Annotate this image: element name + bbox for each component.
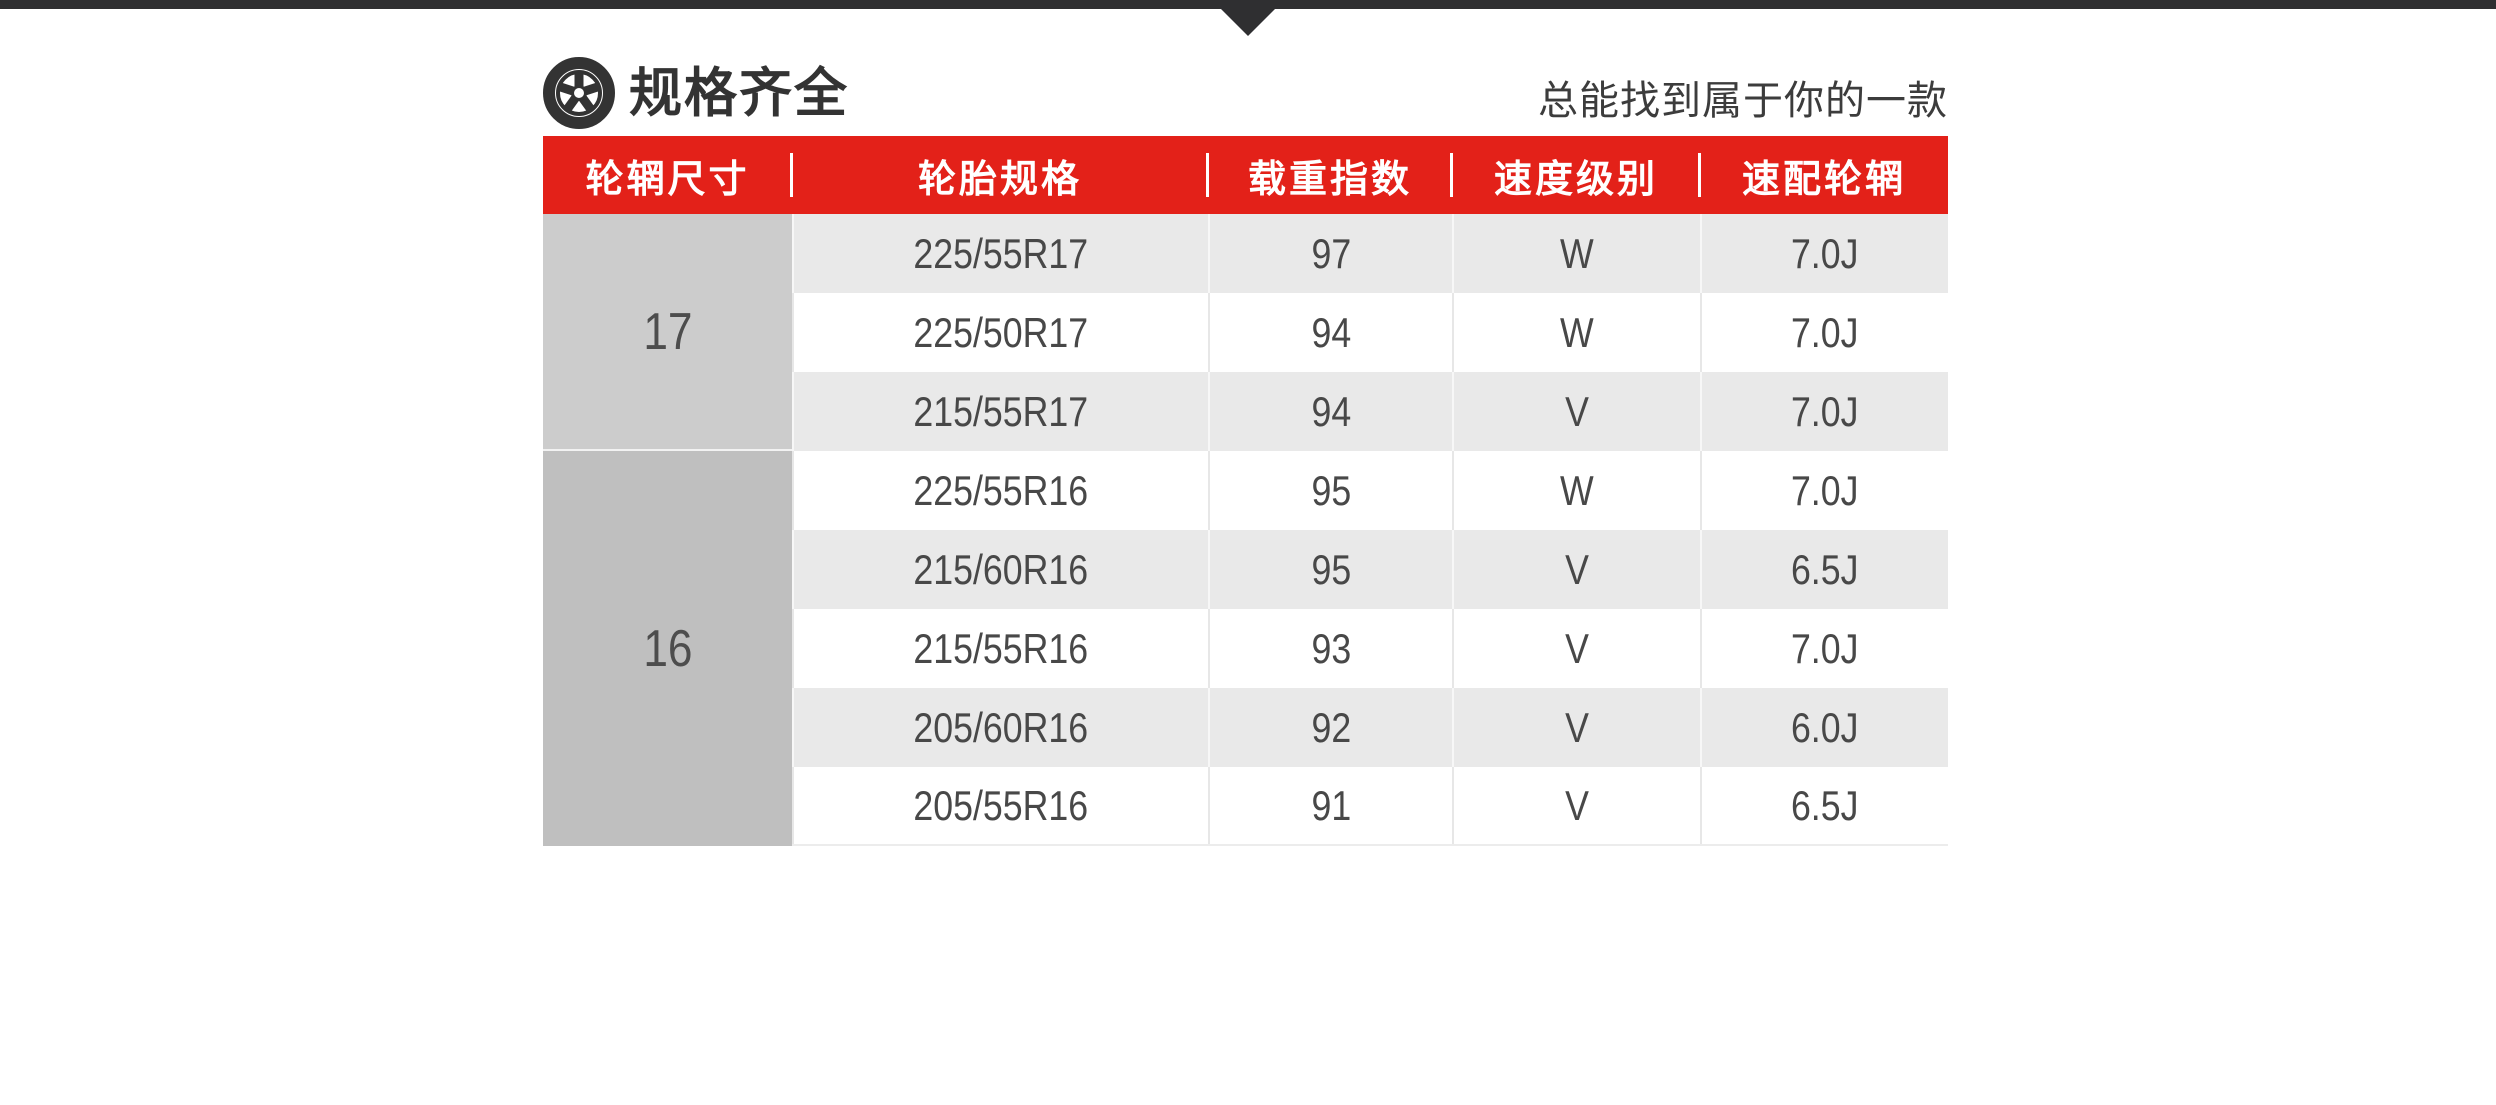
top-divider-bar [0, 0, 2496, 9]
rim-group-16: 16 [543, 451, 792, 846]
spec-value: 205/55R16 [913, 781, 1089, 829]
spec-value: 225/50R17 [913, 308, 1089, 356]
cell-spec: 225/55R17 [792, 214, 1208, 293]
cell-speed-rating: W [1452, 451, 1700, 530]
header-label: 载重指数 [1247, 158, 1412, 201]
cell-speed-rating: V [1452, 688, 1700, 767]
cell-load-index: 93 [1208, 609, 1452, 688]
page-title: 规格齐全 [629, 63, 849, 123]
cell-rim-width: 6.5J [1700, 530, 1948, 609]
cell-spec: 215/55R17 [792, 372, 1208, 451]
rim-width-value: 7.0J [1791, 308, 1859, 356]
cell-rim-width: 7.0J [1700, 609, 1948, 688]
header-label: 速配轮辋 [1741, 158, 1906, 201]
cell-load-index: 94 [1208, 293, 1452, 372]
load-index-value: 95 [1311, 466, 1351, 514]
table-row: 225/55R17 97 W 7.0J [792, 214, 1948, 293]
table-row: 225/50R17 94 W 7.0J [792, 293, 1948, 372]
cell-rim-width: 6.0J [1700, 688, 1948, 767]
down-triangle-icon [1221, 9, 1275, 36]
table-row: 215/55R17 94 V 7.0J [792, 372, 1948, 451]
cell-spec: 205/55R16 [792, 767, 1208, 844]
spec-value: 215/55R16 [913, 624, 1089, 672]
cell-spec: 225/55R16 [792, 451, 1208, 530]
cell-load-index: 91 [1208, 767, 1452, 844]
rim-size-value: 16 [642, 619, 693, 678]
spec-value: 205/60R16 [913, 703, 1089, 751]
rim-width-value: 6.5J [1791, 781, 1859, 829]
cell-rim-width: 7.0J [1700, 214, 1948, 293]
cell-speed-rating: V [1452, 372, 1700, 451]
cell-spec: 215/60R16 [792, 530, 1208, 609]
speed-rating-value: W [1560, 308, 1594, 356]
table-body: 17 16 225/55R17 97 W 7.0J 225/50R17 94 W… [543, 214, 1948, 846]
rim-width-value: 6.5J [1791, 545, 1859, 593]
header-tire-spec: 轮胎规格 [792, 136, 1209, 214]
header-load-index: 载重指数 [1208, 136, 1453, 214]
tire-spec-table: 轮辋尺寸 轮胎规格 载重指数 速度级别 速配轮辋 17 16 225/55R17… [543, 136, 1948, 846]
speed-rating-value: V [1565, 387, 1589, 435]
rim-size-value: 17 [642, 302, 693, 361]
speed-rating-value: V [1565, 624, 1589, 672]
speed-rating-value: V [1565, 545, 1589, 593]
table-row: 205/60R16 92 V 6.0J [792, 688, 1948, 767]
header-label: 轮辋尺寸 [585, 158, 750, 201]
section-header: 规格齐全 [543, 57, 849, 129]
rim-group-17: 17 [543, 214, 792, 451]
cell-spec: 225/50R17 [792, 293, 1208, 372]
cell-speed-rating: V [1452, 767, 1700, 844]
table-row: 205/55R16 91 V 6.5J [792, 767, 1948, 846]
rim-width-value: 7.0J [1791, 387, 1859, 435]
speed-rating-value: V [1565, 781, 1589, 829]
table-row: 215/55R16 93 V 7.0J [792, 609, 1948, 688]
cell-load-index: 95 [1208, 530, 1452, 609]
header-label: 速度级别 [1493, 158, 1658, 201]
spec-value: 225/55R16 [913, 466, 1089, 514]
speed-rating-value: V [1565, 703, 1589, 751]
wheel-icon [543, 57, 615, 129]
load-index-value: 94 [1311, 387, 1351, 435]
load-index-value: 97 [1311, 229, 1351, 277]
load-index-value: 92 [1311, 703, 1351, 751]
table-row: 215/60R16 95 V 6.5J [792, 530, 1948, 609]
header-label: 轮胎规格 [917, 158, 1082, 201]
spec-value: 225/55R17 [913, 229, 1089, 277]
cell-load-index: 97 [1208, 214, 1452, 293]
cell-speed-rating: V [1452, 530, 1700, 609]
speed-rating-value: W [1560, 466, 1594, 514]
page-subtitle: 总能找到属于你的一款 [1538, 79, 1948, 123]
cell-speed-rating: W [1452, 214, 1700, 293]
cell-load-index: 94 [1208, 372, 1452, 451]
cell-speed-rating: W [1452, 293, 1700, 372]
cell-speed-rating: V [1452, 609, 1700, 688]
cell-rim-width: 7.0J [1700, 372, 1948, 451]
load-index-value: 94 [1311, 308, 1351, 356]
rim-width-value: 7.0J [1791, 229, 1859, 277]
cell-load-index: 95 [1208, 451, 1452, 530]
cell-rim-width: 7.0J [1700, 293, 1948, 372]
rim-width-value: 7.0J [1791, 466, 1859, 514]
cell-rim-width: 6.5J [1700, 767, 1948, 844]
header-rim-size: 轮辋尺寸 [543, 136, 793, 214]
speed-rating-value: W [1560, 229, 1594, 277]
spec-value: 215/55R17 [913, 387, 1089, 435]
load-index-value: 91 [1311, 781, 1351, 829]
spec-value: 215/60R16 [913, 545, 1089, 593]
cell-spec: 215/55R16 [792, 609, 1208, 688]
rim-width-value: 6.0J [1791, 703, 1859, 751]
rim-size-column: 17 16 [543, 214, 792, 846]
cell-load-index: 92 [1208, 688, 1452, 767]
cell-spec: 205/60R16 [792, 688, 1208, 767]
table-header-row: 轮辋尺寸 轮胎规格 载重指数 速度级别 速配轮辋 [543, 136, 1948, 214]
rim-width-value: 7.0J [1791, 624, 1859, 672]
header-matched-rim: 速配轮辋 [1700, 136, 1948, 214]
load-index-value: 95 [1311, 545, 1351, 593]
cell-rim-width: 7.0J [1700, 451, 1948, 530]
spec-rows: 225/55R17 97 W 7.0J 225/50R17 94 W 7.0J … [792, 214, 1948, 846]
table-row: 225/55R16 95 W 7.0J [792, 451, 1948, 530]
header-speed-rating: 速度级别 [1452, 136, 1701, 214]
load-index-value: 93 [1311, 624, 1351, 672]
